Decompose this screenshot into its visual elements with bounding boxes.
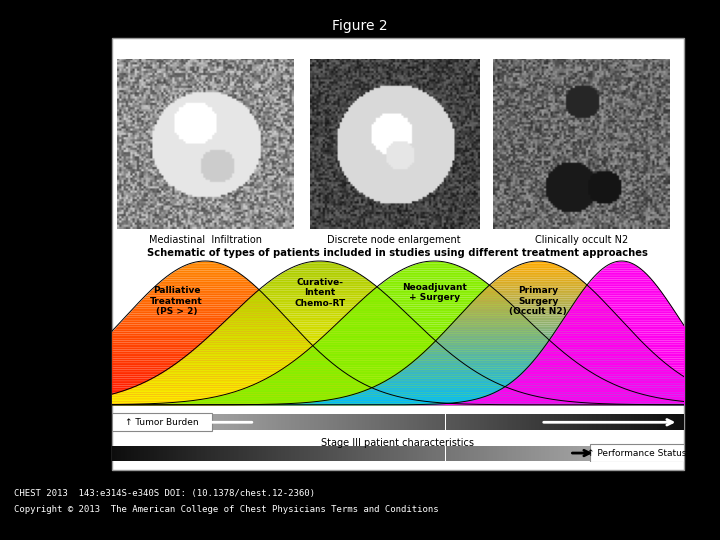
Text: Neoadjuvant
+ Surgery: Neoadjuvant + Surgery bbox=[402, 283, 467, 302]
Text: Palliative
Treatment
(PS > 2): Palliative Treatment (PS > 2) bbox=[150, 286, 203, 316]
Text: Clinically occult N2: Clinically occult N2 bbox=[535, 235, 628, 245]
Text: Curative-
Intent
Chemo-RT: Curative- Intent Chemo-RT bbox=[294, 278, 346, 308]
Bar bbox=[590, 444, 684, 462]
Bar bbox=[112, 413, 212, 431]
Text: Copyright © 2013  The American College of Chest Physicians Terms and Conditions: Copyright © 2013 The American College of… bbox=[14, 505, 439, 514]
Text: Discrete node enlargement: Discrete node enlargement bbox=[328, 235, 461, 245]
Text: Mediastinal  Infiltration: Mediastinal Infiltration bbox=[149, 235, 262, 245]
Text: ↑ Performance Status: ↑ Performance Status bbox=[588, 449, 687, 457]
Text: Schematic of types of patients included in studies using different treatment app: Schematic of types of patients included … bbox=[148, 248, 648, 259]
Text: Stage III patient characteristics: Stage III patient characteristics bbox=[321, 438, 474, 448]
Text: Primary
Surgery
(Occult N2): Primary Surgery (Occult N2) bbox=[510, 286, 567, 316]
Text: CHEST 2013  143:e314S-e340S DOI: (10.1378/chest.12-2360): CHEST 2013 143:e314S-e340S DOI: (10.1378… bbox=[14, 489, 315, 498]
Text: Figure 2: Figure 2 bbox=[332, 19, 388, 33]
Text: ↑ Tumor Burden: ↑ Tumor Burden bbox=[125, 418, 199, 427]
Bar bbox=[112, 38, 684, 470]
